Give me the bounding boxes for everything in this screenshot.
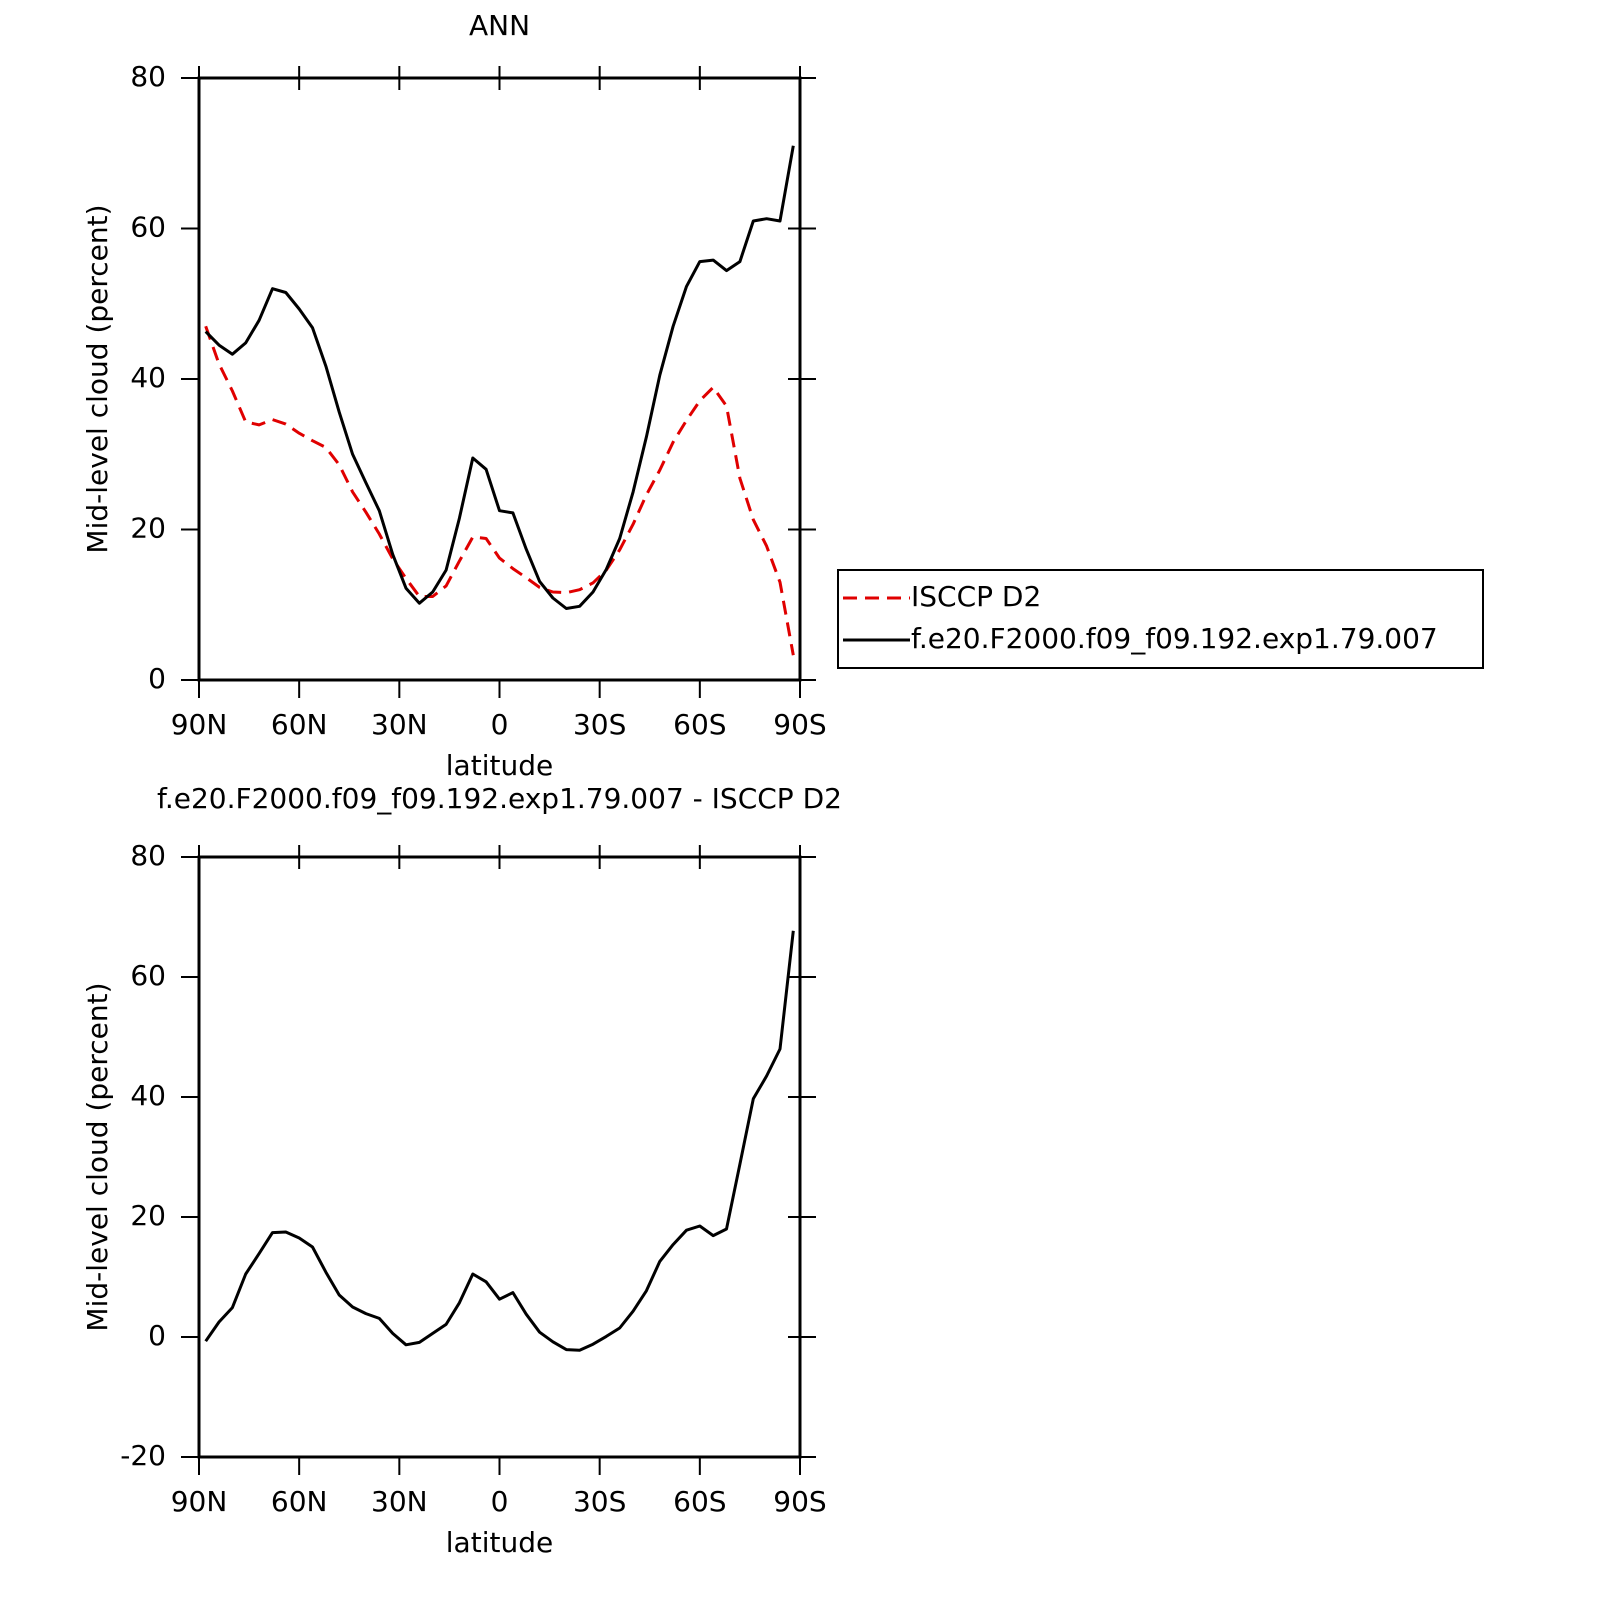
- y-axis-label: Mid-level cloud (percent): [81, 982, 114, 1331]
- y-tick-label: 60: [130, 959, 166, 992]
- series-line: [204, 145, 795, 610]
- x-tick-label: 0: [491, 1485, 509, 1518]
- chart-title: ANN: [469, 9, 530, 42]
- plot-frame: [197, 76, 802, 682]
- y-tick-label: 40: [130, 361, 166, 394]
- y-tick-label: 40: [130, 1079, 166, 1112]
- x-tick-label: 90S: [773, 708, 826, 741]
- series-line: [204, 325, 795, 656]
- y-tick-label: 80: [130, 839, 166, 872]
- chart-title: f.e20.F2000.f09_f09.192.exp1.79.007 - IS…: [157, 782, 842, 815]
- x-tick-label: 60S: [673, 708, 726, 741]
- y-tick-label: 80: [130, 60, 166, 93]
- x-tick-label: 90N: [171, 1485, 228, 1518]
- x-tick-label: 0: [491, 708, 509, 741]
- y-tick-label: 20: [130, 512, 166, 545]
- y-tick-label: 60: [130, 211, 166, 244]
- x-tick-label: 30S: [573, 1485, 626, 1518]
- x-tick-label: 90S: [773, 1485, 826, 1518]
- x-tick-label: 30N: [371, 708, 428, 741]
- legend-box: [837, 569, 1484, 669]
- x-tick-label: 60N: [271, 1485, 328, 1518]
- x-tick-label: 30N: [371, 1485, 428, 1518]
- y-tick-label: 20: [130, 1199, 166, 1232]
- legend-label: f.e20.F2000.f09_f09.192.exp1.79.007: [911, 622, 1438, 655]
- y-tick-label: 0: [148, 1319, 166, 1352]
- x-axis-label: latitude: [446, 749, 553, 782]
- x-axis-label: latitude: [446, 1526, 553, 1559]
- series-line: [204, 930, 795, 1352]
- y-axis-label: Mid-level cloud (percent): [81, 204, 114, 553]
- x-tick-label: 90N: [171, 708, 228, 741]
- x-tick-label: 30S: [573, 708, 626, 741]
- x-tick-label: 60N: [271, 708, 328, 741]
- x-tick-label: 60S: [673, 1485, 726, 1518]
- plot-frame: [197, 855, 802, 1459]
- y-tick-label: -20: [120, 1439, 166, 1472]
- y-tick-label: 0: [148, 662, 166, 695]
- legend-label: ISCCP D2: [911, 580, 1041, 613]
